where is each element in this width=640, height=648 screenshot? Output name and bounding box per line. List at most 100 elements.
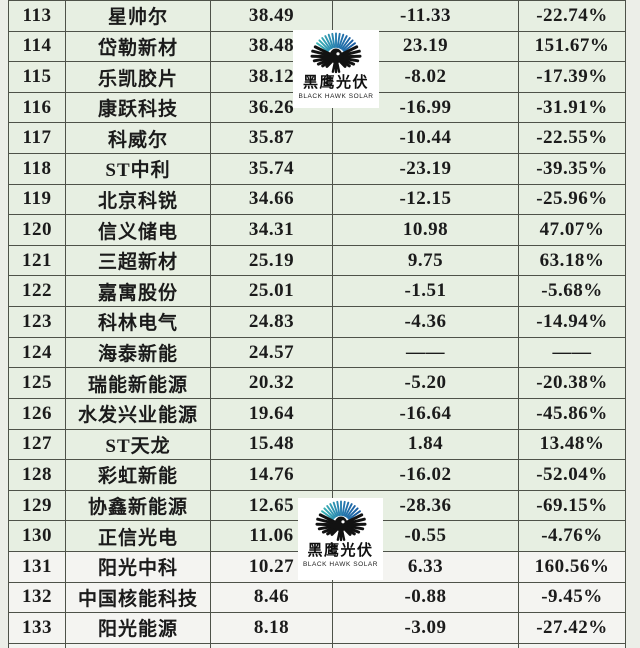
- change-pct-cell: -20.38%: [519, 368, 626, 399]
- value-cell: 35.87: [211, 123, 333, 155]
- change-cell: -4.36: [333, 307, 519, 338]
- rank-cell: [9, 643, 66, 648]
- change-pct-cell: 160.56%: [519, 551, 626, 583]
- value-cell: 38.49: [211, 1, 333, 32]
- value-cell: 34.31: [211, 215, 333, 246]
- company-name-cell: 正信光电: [66, 521, 211, 552]
- value-cell: 25.01: [211, 276, 333, 308]
- change-pct-cell: 63.18%: [519, 245, 626, 277]
- change-cell: 9.75: [333, 245, 519, 277]
- table-row: 120 信义储电 34.31 10.98 47.07%: [9, 215, 626, 246]
- table-row: 133 阳光能源 8.18 -3.09 -27.42%: [9, 613, 626, 644]
- company-name-cell: 乐凯胶片: [66, 62, 211, 93]
- rank-cell: 125: [9, 368, 66, 399]
- table-row: 116 康跃科技 36.26 -16.99 -31.91%: [9, 92, 626, 124]
- change-pct-cell: ——: [519, 337, 626, 369]
- rank-cell: 118: [9, 154, 66, 185]
- table-row: 122 嘉寓股份 25.01 -1.51 -5.68%: [9, 276, 626, 308]
- company-name-cell: 协鑫新能源: [66, 490, 211, 522]
- change-cell: 10.98: [333, 215, 519, 246]
- company-name-cell: ST天龙: [66, 429, 211, 461]
- change-pct-cell: -45.86%: [519, 398, 626, 430]
- watermark-title: 黑鹰光伏: [302, 75, 369, 91]
- change-cell: -12.15: [333, 184, 519, 216]
- company-name-cell: 星帅尔: [66, 1, 211, 32]
- change-pct-cell: -9.45%: [519, 582, 626, 614]
- value-cell: 24.57: [211, 337, 333, 369]
- company-name-cell: 中国核能科技: [66, 582, 211, 614]
- change-pct-cell: -4.76%: [519, 521, 626, 552]
- watermark-subtitle: BLACK HAWK SOLAR: [298, 93, 374, 101]
- company-name-cell: 康跃科技: [66, 92, 211, 124]
- company-name-cell: 科林电气: [66, 307, 211, 338]
- table-row: 131 阳光中科 10.27 6.33 160.56%: [9, 551, 626, 583]
- change-pct-cell: -25.96%: [519, 184, 626, 216]
- value-cell: 35.74: [211, 154, 333, 185]
- change-cell: -10.44: [333, 123, 519, 155]
- rank-cell: 127: [9, 429, 66, 461]
- company-name-cell: 岱勒新材: [66, 31, 211, 63]
- company-name-cell: 三超新材: [66, 245, 211, 277]
- table-row: 125 瑞能新能源 20.32 -5.20 -20.38%: [9, 368, 626, 399]
- rank-cell: 129: [9, 490, 66, 522]
- watermark-subtitle: BLACK HAWK SOLAR: [302, 561, 379, 569]
- value-cell: 8.18: [211, 613, 333, 644]
- change-pct-cell: -22.55%: [519, 123, 626, 155]
- value-cell: 8.46: [211, 582, 333, 614]
- rank-cell: 119: [9, 184, 66, 216]
- table-row: 118 ST中利 35.74 -23.19 -39.35%: [9, 154, 626, 185]
- value-cell: 20.32: [211, 368, 333, 399]
- change-pct-cell: 47.07%: [519, 215, 626, 246]
- change-cell: ——: [333, 337, 519, 369]
- change-cell: -16.02: [333, 460, 519, 491]
- change-pct-cell: -69.15%: [519, 490, 626, 522]
- rank-cell: 128: [9, 460, 66, 491]
- change-cell: -5.20: [333, 368, 519, 399]
- value-cell: 24.83: [211, 307, 333, 338]
- rank-cell: 123: [9, 307, 66, 338]
- change-cell: [333, 643, 519, 648]
- rank-cell: 132: [9, 582, 66, 614]
- black-hawk-logo-icon: [305, 31, 367, 75]
- rank-cell: 113: [9, 1, 66, 32]
- change-cell: -0.88: [333, 582, 519, 614]
- table-row: 121 三超新材 25.19 9.75 63.18%: [9, 245, 626, 277]
- company-name-cell: 北京科锐: [66, 184, 211, 216]
- rank-cell: 116: [9, 92, 66, 124]
- value-cell: 25.19: [211, 245, 333, 277]
- table-row: 113 星帅尔 38.49 -11.33 -22.74%: [9, 1, 626, 32]
- value-cell: [211, 643, 333, 648]
- change-pct-cell: [519, 643, 626, 648]
- change-pct-cell: -14.94%: [519, 307, 626, 338]
- rank-cell: 120: [9, 215, 66, 246]
- blackhawk-solar-watermark: 黑鹰光伏 BLACK HAWK SOLAR: [298, 498, 383, 580]
- change-pct-cell: -31.91%: [519, 92, 626, 124]
- ranking-table: 113 星帅尔 38.49 -11.33 -22.74% 114 岱勒新材 38…: [8, 0, 626, 648]
- company-name-cell: 科威尔: [66, 123, 211, 155]
- change-pct-cell: -17.39%: [519, 62, 626, 93]
- table-row: 126 水发兴业能源 19.64 -16.64 -45.86%: [9, 398, 626, 430]
- table-row: 124 海泰新能 24.57 —— ——: [9, 337, 626, 369]
- rank-cell: 126: [9, 398, 66, 430]
- change-pct-cell: -5.68%: [519, 276, 626, 308]
- change-cell: 1.84: [333, 429, 519, 461]
- change-cell: -23.19: [333, 154, 519, 185]
- rank-cell: 117: [9, 123, 66, 155]
- rank-cell: 124: [9, 337, 66, 369]
- company-name-cell: 阳光中科: [66, 551, 211, 583]
- value-cell: 34.66: [211, 184, 333, 216]
- table-row: 132 中国核能科技 8.46 -0.88 -9.45%: [9, 582, 626, 614]
- company-name-cell: 瑞能新能源: [66, 368, 211, 399]
- company-name-cell: 水发兴业能源: [66, 398, 211, 430]
- blackhawk-solar-watermark: 黑鹰光伏 BLACK HAWK SOLAR: [293, 30, 379, 108]
- rank-cell: 133: [9, 613, 66, 644]
- change-cell: -11.33: [333, 1, 519, 32]
- rank-cell: 131: [9, 551, 66, 583]
- change-pct-cell: -27.42%: [519, 613, 626, 644]
- change-cell: -16.64: [333, 398, 519, 430]
- company-name-cell: 嘉寓股份: [66, 276, 211, 308]
- company-name-cell: 信义储电: [66, 215, 211, 246]
- rank-cell: 130: [9, 521, 66, 552]
- company-name-cell: 海泰新能: [66, 337, 211, 369]
